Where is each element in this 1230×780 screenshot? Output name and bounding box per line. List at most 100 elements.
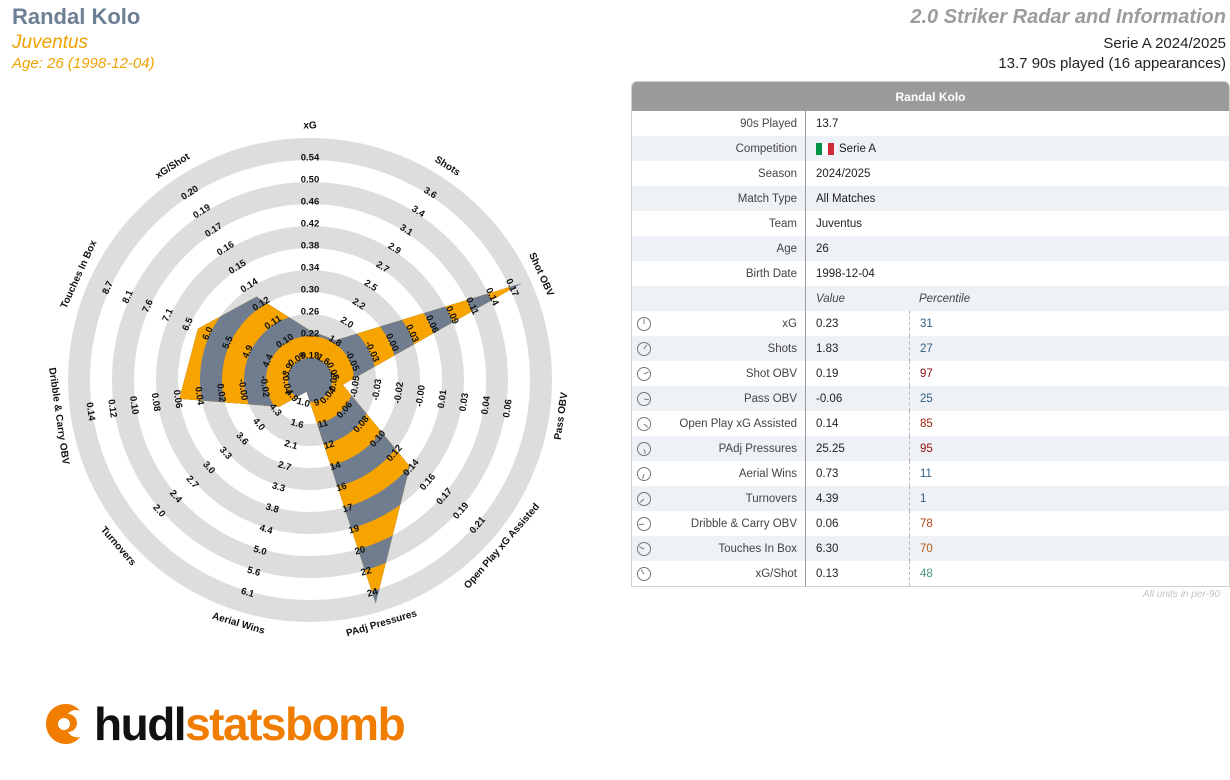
logo-hudl-text: hudl (94, 698, 187, 750)
metric-label: Shot OBV (745, 367, 797, 380)
axis-gauge-icon (632, 486, 656, 511)
metric-percentile: 97 (909, 361, 1229, 386)
radar-tick-label: 0.42 (301, 219, 320, 230)
radar-tick-label: 5.6 (246, 565, 262, 579)
metric-row: xG 0.23 31 (632, 311, 1229, 336)
radar-tick-label: -0.00 (236, 378, 250, 401)
metric-percentile: 85 (909, 411, 1229, 436)
metric-label: Pass OBV (743, 392, 797, 405)
info-value-text: 26 (816, 242, 829, 255)
row-icon-cell (632, 261, 656, 286)
radar-tick-label: 0.12 (105, 399, 119, 419)
info-value-text: All Matches (816, 192, 876, 205)
row-icon-cell (632, 286, 656, 311)
radar-tick-label: -0.05 (349, 374, 363, 398)
axis-gauge-icon (632, 461, 656, 486)
radar-tick-label: 0.04 (479, 395, 493, 416)
metric-subheader: Value Percentile (632, 286, 1229, 311)
radar-tick-label: 20 (353, 544, 366, 558)
metric-value: 0.14 (805, 411, 909, 436)
metric-value: -0.06 (805, 386, 909, 411)
metric-value: 4.39 (805, 486, 909, 511)
info-label: Competition (735, 142, 797, 155)
metric-row: Shot OBV 0.19 97 (632, 361, 1229, 386)
radar-tick-label: 5.5 (220, 334, 236, 351)
radar-tick-label: 3.3 (271, 480, 287, 494)
metric-percentile: 48 (909, 561, 1229, 586)
radar-tick-label: 16 (335, 481, 348, 495)
info-label: Team (768, 217, 797, 230)
metric-row: Touches In Box 6.30 70 (632, 536, 1229, 561)
info-value: 26 (805, 236, 1229, 261)
metric-label: Aerial Wins (738, 467, 797, 480)
italy-flag-icon (816, 142, 834, 155)
radar-tick-label: 0.34 (301, 263, 320, 274)
league-season: Serie A 2024/2025 (1103, 35, 1226, 52)
info-label: 90s Played (740, 117, 797, 130)
radar-tick-label: 0.06 (501, 399, 515, 419)
info-label: Season (757, 167, 797, 180)
age-line: Age: 26 (1998-12-04) (12, 55, 155, 72)
radar-tick-label: 6.0 (200, 325, 215, 342)
radar-tick-label: -0.03 (370, 378, 384, 401)
metric-row: Dribble & Carry OBV 0.06 78 (632, 511, 1229, 536)
radar-tick-label: 11 (317, 417, 330, 431)
info-value: Juventus (805, 211, 1229, 236)
radar-tick-label: 0.26 (301, 307, 320, 318)
radar-tick-label: 4.9 (240, 344, 255, 361)
axis-gauge-icon (632, 386, 656, 411)
radar-tick-label: 0.38 (301, 241, 320, 252)
radar-tick-label: -0.02 (392, 381, 406, 404)
info-row: Season 2024/2025 (632, 161, 1229, 186)
radar-tick-label: 5.0 (252, 544, 268, 558)
hudl-statsbomb-logo: hudlstatsbomb (42, 698, 406, 750)
metric-percentile: 31 (909, 311, 1229, 336)
row-icon-cell (632, 161, 656, 186)
radar-tick-label: 3.9 (280, 362, 295, 379)
axis-gauge-icon (632, 361, 656, 386)
radar-tick-label: 0.08 (149, 392, 163, 412)
radar-ring (112, 182, 508, 578)
metric-label: Touches In Box (718, 542, 797, 555)
metric-percentile: 70 (909, 536, 1229, 561)
radar-tick-label: 0.04 (192, 386, 206, 407)
info-value-text: Juventus (816, 217, 863, 230)
radar-tick-label: 2.1 (283, 438, 299, 452)
info-label: Age (776, 242, 797, 255)
radar-tick-label: 12 (323, 438, 336, 452)
radar-tick-label: 0.46 (301, 197, 320, 208)
info-value: 13.7 (805, 111, 1229, 136)
radar-tick-label: 1.0 (295, 396, 311, 410)
metric-label: xG (782, 317, 797, 330)
radar-tick-label: -0.07 (327, 372, 341, 395)
radar-tick-label: 4.4 (258, 523, 274, 537)
info-label: Match Type (737, 192, 797, 205)
radar-tick-label: 8.1 (120, 288, 136, 305)
statsbomb-logo-icon (46, 704, 80, 744)
radar-center (288, 358, 332, 402)
axis-gauge-icon (632, 411, 656, 436)
metric-value: 0.06 (805, 511, 909, 536)
metric-percentile: 1 (909, 486, 1229, 511)
row-icon-cell (632, 111, 656, 136)
radar-tick-label: 0.54 (301, 153, 320, 164)
radar-tick-label: 1.6 (289, 417, 305, 431)
metric-value: 1.83 (805, 336, 909, 361)
metric-label: Shots (767, 342, 797, 355)
info-row: Birth Date 1998-12-04 (632, 261, 1229, 286)
radar-tick-label: 7.1 (160, 306, 176, 323)
axis-gauge-icon (632, 311, 656, 336)
row-icon-cell (632, 211, 656, 236)
radar-tick-label: 0.30 (301, 285, 320, 296)
player-name: Randal Kolo (12, 4, 141, 29)
radar-ring (68, 138, 552, 622)
info-value-text: 13.7 (816, 117, 839, 130)
radar-tick-label: -0.02 (257, 375, 271, 398)
radar-tick-label: 9 (313, 397, 321, 409)
metric-row: Pass OBV -0.06 25 (632, 386, 1229, 411)
played-line: 13.7 90s played (16 appearances) (998, 55, 1226, 72)
metric-percentile: 25 (909, 386, 1229, 411)
radar-tick-label: 2.7 (277, 459, 293, 473)
radar-tick-label: 6.1 (240, 586, 256, 600)
radar-axis-label: Dribble & Carry OBV (46, 367, 71, 466)
